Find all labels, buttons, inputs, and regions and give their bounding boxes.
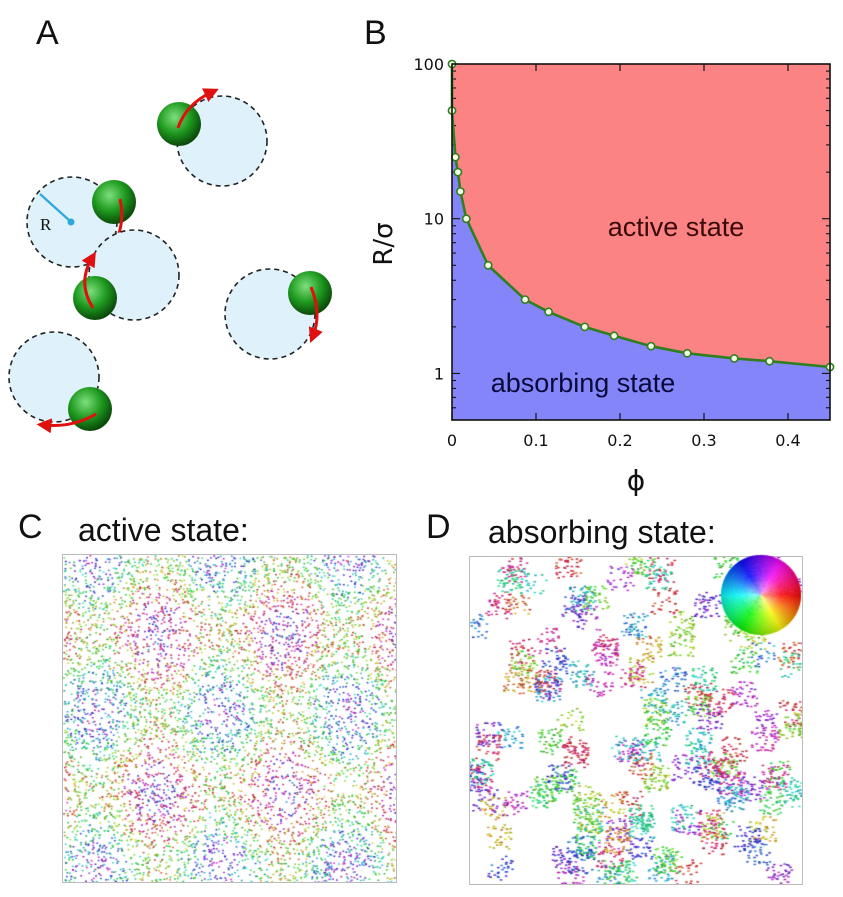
rotation-arrow — [81, 251, 96, 309]
x-tick-label: 0 — [447, 431, 457, 450]
x-axis-ticks: 0 0.1 0.2 0.3 0.4 — [447, 64, 801, 450]
radius-label: R — [40, 215, 52, 234]
boundary-point — [729, 354, 739, 363]
orientation-color-wheel — [718, 552, 804, 638]
particle-sphere — [68, 387, 112, 431]
x-tick-label: 0.3 — [691, 431, 716, 450]
phase-boundary-line — [450, 64, 831, 369]
x-tick-label: 0.4 — [775, 431, 800, 450]
plot-frame — [451, 63, 831, 421]
panel-c-snapshot — [62, 554, 397, 883]
x-tick-label: 0.2 — [607, 431, 632, 450]
active-region — [452, 64, 830, 367]
absorbing-region-label: absorbing state — [491, 368, 676, 398]
boundary-point — [580, 322, 590, 332]
boundary-point — [453, 167, 463, 177]
boundary-point — [646, 341, 656, 351]
particle-4 — [224, 268, 332, 360]
boundary-point — [450, 152, 460, 162]
y-tick-label: 1 — [434, 364, 444, 383]
rotation-arrow — [308, 286, 323, 343]
y-axis-label: R/σ — [369, 222, 399, 265]
active-state-particles — [63, 555, 396, 882]
radius-line — [39, 193, 71, 222]
boundary-point — [483, 260, 493, 270]
radius-center-dot — [67, 218, 75, 226]
particle-2: R — [26, 176, 136, 268]
absorbing-region — [452, 64, 830, 420]
boundary-point — [455, 187, 465, 196]
particle-3 — [73, 229, 180, 321]
particle-1 — [157, 88, 268, 187]
y-tick-label: 10 — [424, 210, 444, 229]
x-tick-label: 0.1 — [523, 431, 548, 450]
panel-b-letter: B — [364, 14, 387, 52]
panel-d-title: absorbing state: — [488, 514, 716, 550]
rotation-arrow — [36, 412, 97, 434]
boundary-point — [461, 214, 471, 224]
active-region-label: active state — [608, 212, 745, 242]
y-tick-label: 100 — [413, 55, 444, 74]
x-axis-label: ϕ — [627, 464, 645, 497]
particle-5 — [8, 331, 112, 434]
panel-c-letter: C — [18, 508, 43, 546]
boundary-point — [765, 356, 774, 366]
panel-d-letter: D — [426, 508, 451, 546]
particle-sphere — [288, 271, 332, 315]
boundary-point — [544, 307, 553, 317]
rotation-arrow — [176, 88, 219, 129]
panel-a-letter: A — [36, 14, 59, 52]
panel-c-title: active state: — [78, 512, 249, 548]
particle-sphere — [92, 180, 136, 224]
boundary-point — [682, 348, 692, 358]
boundary-point — [609, 331, 619, 341]
boundary-point — [520, 295, 530, 305]
